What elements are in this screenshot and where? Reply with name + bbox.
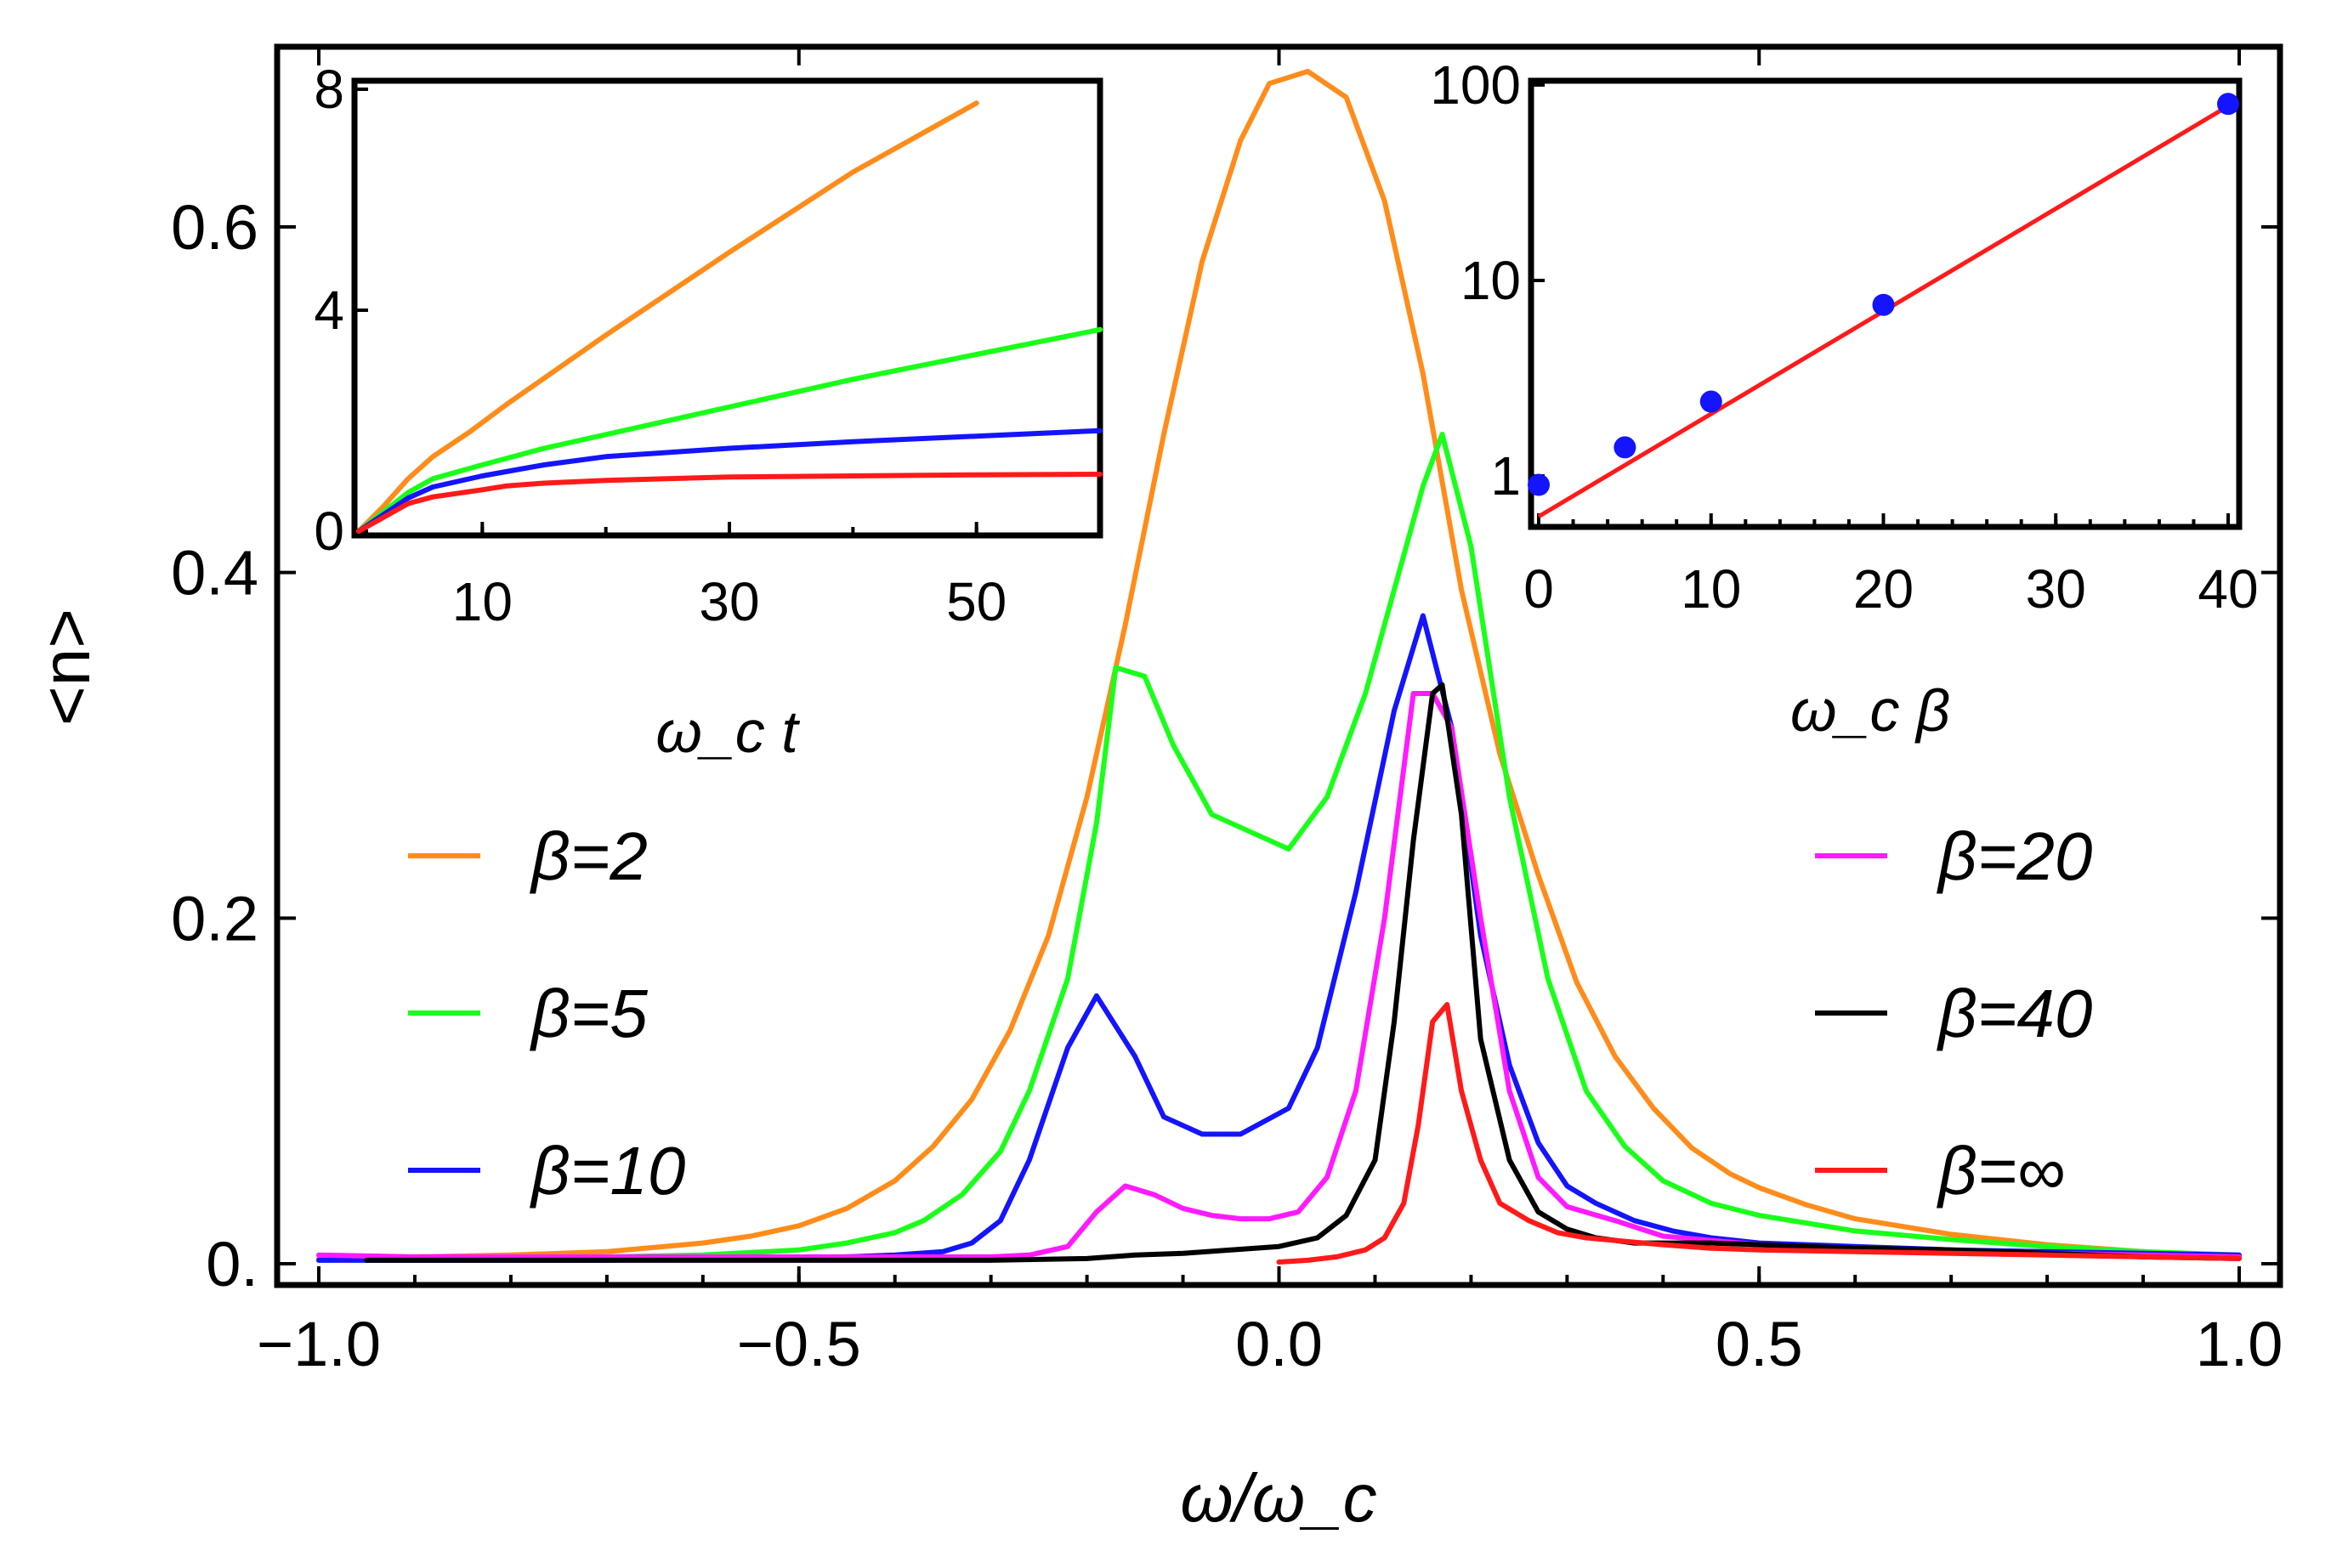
main-x-tick-label: −1.0 — [257, 1309, 381, 1379]
main-y-axis-label: <n> — [28, 609, 104, 726]
main-y-tick-label: 0.4 — [171, 538, 258, 609]
inset-beta-data-point — [1528, 473, 1550, 496]
inset-time-x-tick-label: 30 — [699, 571, 759, 632]
main-x-tick-label: 1.0 — [2196, 1309, 2283, 1379]
inset-time-y-tick-label: 0 — [314, 501, 344, 562]
main-series-line — [316, 432, 2242, 1263]
inset-time-x-tick-label: 50 — [946, 571, 1007, 632]
main-x-tick-label: −0.5 — [737, 1309, 861, 1379]
main-series-group — [316, 69, 2242, 1265]
inset-beta-x-axis-label: ω_c β — [1790, 677, 1950, 744]
main-ticks: −1.0 −0.5 0.0 0.5 1.0 0. 0.2 0.4 0.6 — [171, 47, 2283, 1379]
main-series-line — [364, 682, 2242, 1263]
inset-beta-plot: 0 10 20 30 40 1 10 100 ω_c β — [1430, 54, 2258, 744]
main-x-tick-label: 0.5 — [1716, 1309, 1803, 1379]
main-plot: −1.0 −0.5 0.0 0.5 1.0 0. 0.2 0.4 0.6 ω/ω_c <n> — [28, 43, 2283, 1536]
inset-beta-data-point — [1614, 436, 1636, 459]
legend-label: β=10 — [530, 1133, 685, 1209]
main-y-tick-label: 0.6 — [171, 192, 258, 263]
inset-time-plot: 10 30 50 0 4 8 ω_c t — [314, 59, 1103, 765]
legend-right: β=20 β=40 β=∞ — [1815, 818, 2092, 1209]
inset-beta-x-tick-label: 40 — [2198, 558, 2258, 620]
inset-time-series-line — [356, 326, 1103, 534]
inset-beta-data-point — [2217, 93, 2239, 116]
main-x-axis-label: ω/ω_c — [1180, 1460, 1376, 1536]
inset-time-series-line — [356, 472, 1103, 534]
legend-label: β=2 — [530, 818, 648, 894]
main-series-line — [1276, 1002, 2242, 1265]
inset-beta-x-tick-label: 0 — [1523, 558, 1554, 620]
inset-time-frame — [351, 77, 1103, 539]
inset-beta-y-tick-label: 10 — [1460, 250, 1521, 311]
inset-time-y-tick-label: 4 — [314, 280, 344, 341]
inset-time-series-line — [356, 427, 1103, 534]
main-x-tick-label: 0.0 — [1235, 1309, 1323, 1379]
inset-beta-x-tick-label: 30 — [2026, 558, 2086, 620]
inset-beta-data-point — [1872, 293, 1895, 316]
inset-beta-series-group — [1528, 93, 2239, 518]
inset-time-y-tick-label: 8 — [314, 59, 344, 120]
legend-label: β=20 — [1937, 818, 2092, 894]
inset-beta-x-tick-label: 20 — [1853, 558, 1914, 620]
main-y-tick-label: 0.2 — [171, 883, 258, 954]
legend-label: β=∞ — [1937, 1133, 2065, 1209]
inset-beta-y-tick-label: 100 — [1430, 54, 1521, 116]
inset-time-series-line — [356, 100, 979, 534]
inset-time-x-axis-label: ω_c t — [655, 699, 800, 765]
inset-beta-y-tick-label: 1 — [1490, 445, 1521, 507]
inset-beta-x-tick-label: 10 — [1681, 558, 1741, 620]
legend-left: β=2 β=5 β=10 — [408, 818, 685, 1209]
inset-beta-data-point — [1699, 390, 1722, 413]
main-series-line — [316, 69, 2242, 1261]
inset-beta-ticks: 0 10 20 30 40 1 10 100 — [1430, 54, 2258, 620]
legend-label: β=40 — [1937, 976, 2092, 1051]
inset-time-series-group — [356, 100, 1103, 534]
inset-time-ticks: 10 30 50 0 4 8 — [314, 59, 1007, 632]
main-series-line — [316, 691, 2242, 1259]
main-y-tick-label: 0. — [206, 1229, 258, 1299]
inset-time-x-tick-label: 10 — [452, 571, 513, 632]
legend-label: β=5 — [530, 976, 648, 1051]
